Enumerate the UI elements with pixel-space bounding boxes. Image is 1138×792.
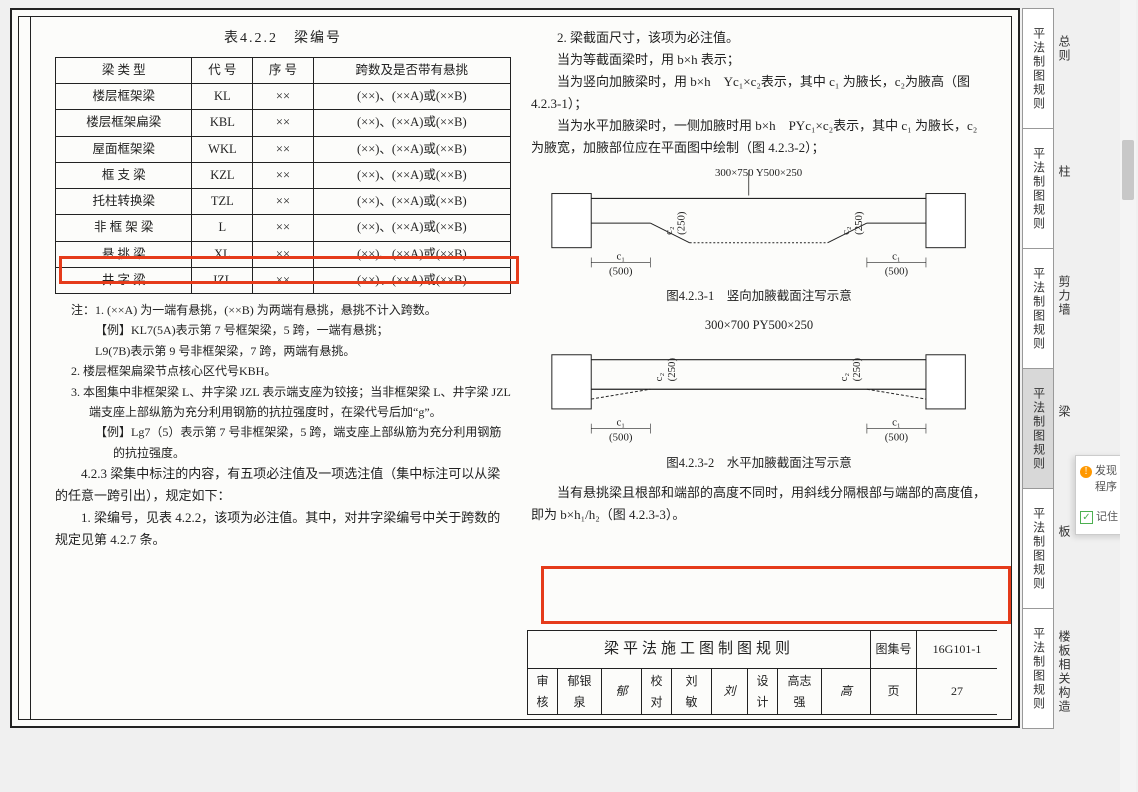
section-4-2-3-item1: 1. 梁编号，见表 4.2.2，该项为必注值。其中，对井字梁编号中关于跨数的规定…: [55, 507, 511, 551]
table-row: 框 支 梁KZL××(××)、(××A)或(××B): [56, 162, 511, 188]
document-page: 表4.2.2 梁编号 梁 类 型 代 号 序 号 跨数及是否带有悬挑 楼层框架梁…: [10, 8, 1020, 728]
shenhe-sig: 郁: [602, 669, 642, 715]
page-number: 27: [917, 669, 997, 715]
note-2: 2. 楼层框架扁梁节点核心区代号KBH。: [89, 361, 511, 381]
svg-text:(500): (500): [609, 432, 633, 444]
tab-slab[interactable]: 平法制图规则: [1022, 488, 1054, 609]
svg-text:c₂: c₂: [841, 226, 853, 235]
drawing-title: 梁平法施工图制图规则: [528, 631, 871, 670]
tab-general[interactable]: 平法制图规则: [1022, 8, 1054, 129]
svg-text:(250): (250): [853, 211, 865, 235]
svg-text:c₁: c₁: [893, 417, 902, 429]
fig1-dim-label: 300×750 Y500×250: [715, 166, 802, 178]
fig2-caption: 图4.2.3-2 水平加腋截面注写示意: [531, 453, 987, 474]
left-column: 表4.2.2 梁编号 梁 类 型 代 号 序 号 跨数及是否带有悬挑 楼层框架梁…: [45, 27, 521, 715]
page-content: 表4.2.2 梁编号 梁 类 型 代 号 序 号 跨数及是否带有悬挑 楼层框架梁…: [31, 17, 1011, 719]
table-row: 楼层框架梁KL××(××)、(××A)或(××B): [56, 84, 511, 110]
title-block: 梁平法施工图制图规则 图集号 16G101-1 审核 郁银泉 郁 校对 刘 敏 …: [527, 630, 997, 715]
tab-label-beam: 梁: [1056, 405, 1073, 419]
sheji-label: 设计: [748, 669, 778, 715]
sheji-sig: 高: [822, 669, 871, 715]
fig1-caption: 图4.2.3-1 竖向加腋截面注写示意: [531, 286, 987, 307]
binding-margin: [19, 17, 31, 719]
figure-4-2-3-2: c₁ (500) c₁ (500) c₂ (250) c₂ (250): [542, 340, 975, 448]
note-3: 3. 本图集中非框架梁 L、井字梁 JZL 表示端支座为铰接；当非框架梁 L、井…: [89, 382, 511, 423]
scroll-thumb[interactable]: [1122, 140, 1134, 200]
svg-text:(500): (500): [885, 265, 909, 277]
shenhe-label: 审核: [528, 669, 558, 715]
tuji-label: 图集号: [871, 631, 917, 670]
note-example-1: 【例】KL7(5A)表示第 7 号框架梁，5 跨，一端有悬挑；: [113, 320, 511, 340]
fig2-dim-label: 300×700 PY500×250: [531, 315, 987, 336]
table-row: 非 框 架 梁L××(××)、(××A)或(××B): [56, 215, 511, 241]
table-row: 悬 挑 梁XL××(××)、(××A)或(××B): [56, 241, 511, 267]
tab-label-shearwall: 剪力墙: [1056, 275, 1073, 317]
right-para-1: 2. 梁截面尺寸，该项为必注值。: [531, 27, 987, 49]
right-column: 2. 梁截面尺寸，该项为必注值。 当为等截面梁时，用 b×h 表示； 当为竖向加…: [521, 27, 997, 715]
tab-label-general: 总则: [1056, 35, 1073, 63]
svg-text:c₂: c₂: [663, 226, 675, 235]
svg-text:c₁: c₁: [893, 250, 902, 262]
svg-text:c₁: c₁: [617, 250, 626, 262]
right-para-4: 当为水平加腋梁时，一侧加腋时用 b×h PYc₁×c₂表示，其中 c₁ 为腋长，…: [531, 115, 987, 159]
jiaodui-label: 校对: [642, 669, 672, 715]
th-type: 梁 类 型: [56, 57, 192, 83]
page-label: 页: [871, 669, 917, 715]
table-caption: 表4.2.2 梁编号: [55, 27, 511, 51]
tab-column[interactable]: 平法制图规则: [1022, 128, 1054, 249]
side-tabs: 平法制图规则 平法制图规则 平法制图规则 平法制图规则 平法制图规则 平法制图规…: [1022, 8, 1054, 728]
svg-text:(250): (250): [676, 211, 688, 235]
note-example-1b: L9(7B)表示第 9 号非框架梁，7 跨，两端有悬挑。: [113, 341, 511, 361]
table-row: 托柱转换梁TZL××(××)、(××A)或(××B): [56, 189, 511, 215]
svg-text:c₁: c₁: [617, 417, 626, 429]
tab-label-column: 柱: [1056, 165, 1073, 179]
shenhe-name: 郁银泉: [558, 669, 602, 715]
right-para-5: 当有悬挑梁且根部和端部的高度不同时，用斜线分隔根部与端部的高度值，即为 b×h₁…: [531, 482, 987, 526]
beam-code-table: 梁 类 型 代 号 序 号 跨数及是否带有悬挑 楼层框架梁KL××(××)、(×…: [55, 57, 511, 294]
jiaodui-name: 刘 敏: [672, 669, 712, 715]
page-border: 表4.2.2 梁编号 梁 类 型 代 号 序 号 跨数及是否带有悬挑 楼层框架梁…: [18, 16, 1012, 720]
jiaodui-sig: 刘: [712, 669, 748, 715]
svg-text:c₂: c₂: [654, 373, 666, 382]
table-notes: 注：1. (××A) 为一端有悬挑，(××B) 为两端有悬挑，悬挑不计入跨数。 …: [65, 300, 511, 463]
table-header-row: 梁 类 型 代 号 序 号 跨数及是否带有悬挑: [56, 57, 511, 83]
tuji-value: 16G101-1: [917, 631, 997, 670]
figure-4-2-3-1: 300×750 Y500×250 c₁: [542, 164, 975, 282]
svg-text:c₂: c₂: [839, 373, 851, 382]
svg-text:(500): (500): [885, 432, 909, 444]
note-1: 注：1. (××A) 为一端有悬挑，(××B) 为两端有悬挑，悬挑不计入跨数。: [89, 300, 511, 320]
table-row: 屋面框架梁WKL××(××)、(××A)或(××B): [56, 136, 511, 162]
svg-text:(500): (500): [609, 265, 633, 277]
tab-slab-related[interactable]: 平法制图规则: [1022, 608, 1054, 729]
section-4-2-3: 4.2.3 梁集中标注的内容，有五项必注值及一项选注值（集中标注可以从梁的任意一…: [55, 463, 511, 507]
th-code: 代 号: [192, 57, 253, 83]
right-para-3: 当为竖向加腋梁时，用 b×h Yc₁×c₂表示，其中 c₁ 为腋长，c₂为腋高（…: [531, 71, 987, 115]
svg-text:(250): (250): [851, 358, 863, 382]
th-seq: 序 号: [253, 57, 313, 83]
sheji-name: 高志强: [778, 669, 822, 715]
table-row: 井 字 梁JZL××(××)、(××A)或(××B): [56, 267, 511, 293]
right-para-2: 当为等截面梁时，用 b×h 表示；: [531, 49, 987, 71]
tab-shearwall[interactable]: 平法制图规则: [1022, 248, 1054, 369]
table-row: 楼层框架扁梁KBL××(××)、(××A)或(××B): [56, 110, 511, 136]
th-span: 跨数及是否带有悬挑: [313, 57, 510, 83]
note-example-3: 【例】Lg7（5）表示第 7 号非框架梁，5 跨，端支座上部纵筋为充分利用钢筋的…: [113, 422, 511, 463]
svg-text:(250): (250): [666, 358, 678, 382]
tab-beam[interactable]: 平法制图规则: [1022, 368, 1054, 489]
tab-label-slab-related: 楼板相关构造: [1056, 630, 1073, 714]
tab-label-slab: 板: [1056, 525, 1073, 539]
vertical-scrollbar[interactable]: [1120, 0, 1136, 792]
